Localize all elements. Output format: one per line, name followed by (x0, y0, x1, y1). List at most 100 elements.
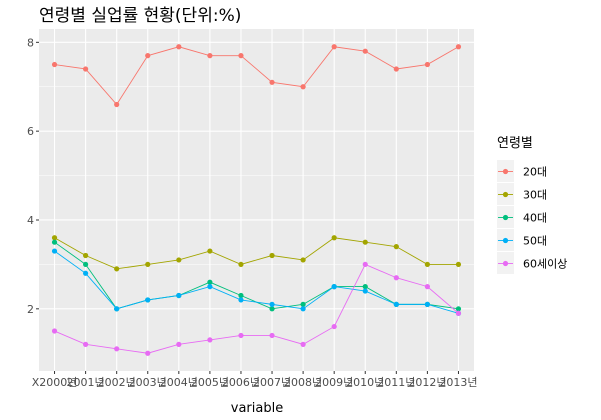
x-tick-label: 2003년 (129, 376, 167, 389)
data-point (145, 350, 151, 356)
data-point (455, 310, 462, 316)
data-point (238, 332, 244, 339)
data-point (83, 261, 89, 268)
data-point (207, 53, 213, 59)
data-point (145, 261, 151, 268)
y-tick-label: 2 (27, 303, 34, 316)
data-point (83, 66, 89, 72)
data-point (393, 275, 399, 281)
legend-item: 50대 (497, 229, 547, 251)
y-axis: 2 4 6 8 (27, 36, 39, 316)
data-point (300, 301, 306, 307)
legend-label: 60세이상 (523, 258, 567, 271)
data-point (83, 270, 89, 276)
data-point (424, 61, 430, 68)
x-axis-title: variable (231, 401, 283, 416)
data-point (424, 284, 430, 290)
data-point (331, 44, 337, 50)
data-point (455, 306, 462, 312)
y-tick-label: 4 (27, 214, 34, 227)
legend-item: 30대 (497, 183, 547, 205)
legend-label: 50대 (523, 235, 547, 248)
data-point (114, 101, 120, 108)
data-point (238, 292, 244, 299)
data-point (51, 248, 58, 254)
series-50대 (51, 248, 462, 316)
data-point (145, 53, 151, 59)
chart-title: 연령별 실업률 현황(단위:%) (39, 6, 241, 26)
data-point (269, 79, 275, 85)
series-line (54, 263, 459, 354)
data-point (393, 66, 399, 72)
series-line (54, 250, 459, 314)
data-point (51, 61, 58, 68)
legend-key-point (502, 191, 509, 198)
data-point (331, 323, 337, 330)
data-point (176, 341, 182, 347)
data-point (238, 297, 244, 303)
data-point (424, 261, 430, 268)
data-point (114, 266, 120, 272)
x-tick-label: 2004년 (160, 376, 198, 389)
data-point (300, 306, 306, 312)
data-point (51, 239, 58, 245)
series-line (54, 237, 459, 270)
data-point (362, 239, 368, 245)
x-tick-label: 2005년 (191, 376, 229, 389)
data-point (176, 292, 182, 299)
data-point (114, 306, 120, 312)
data-point (300, 84, 306, 90)
data-point (176, 257, 182, 263)
y-tick-label: 8 (27, 36, 34, 49)
data-point (455, 261, 462, 268)
x-tick-label: 2002년 (98, 376, 136, 389)
data-point (269, 332, 275, 339)
data-point (424, 301, 430, 307)
series-60세이상 (51, 261, 462, 356)
x-tick-label: 2012년 (408, 376, 446, 389)
data-point (393, 244, 399, 250)
data-point (393, 301, 399, 307)
legend-label: 40대 (523, 212, 547, 225)
data-point (269, 306, 275, 312)
x-tick-label: 2001년 (67, 376, 105, 389)
legend-key-point (502, 168, 509, 175)
data-point (83, 341, 89, 347)
y-tick-label: 6 (27, 125, 34, 138)
legend-item: 20대 (497, 160, 547, 182)
data-point (207, 284, 213, 290)
x-tick-label: 2007년 (253, 376, 291, 389)
legend-title: 연령별 (497, 136, 533, 151)
legend-label: 30대 (523, 189, 547, 202)
data-point (207, 337, 213, 343)
data-point (269, 252, 275, 259)
data-point (362, 288, 368, 294)
data-point (238, 53, 244, 59)
data-point (269, 301, 275, 307)
data-point (362, 261, 368, 268)
x-tick-label: 2011년 (377, 376, 415, 389)
legend-key-point (502, 214, 509, 221)
plot-panel (39, 29, 474, 371)
x-tick-label: 2006년 (222, 376, 260, 389)
data-point (145, 297, 151, 303)
series-20대 (51, 44, 462, 108)
x-tick-label: 2009년 (315, 376, 353, 389)
series-layer (51, 44, 462, 356)
data-point (362, 284, 368, 290)
data-point (300, 341, 306, 347)
data-point (362, 48, 368, 54)
series-30대 (51, 235, 462, 272)
data-point (51, 328, 58, 334)
data-point (238, 261, 244, 268)
x-tick-label: 2013년 (439, 376, 477, 389)
legend-item: 60세이상 (497, 252, 567, 274)
data-point (83, 252, 89, 259)
x-tick-label: 2010년 (346, 376, 384, 389)
legend: 연령별 20대 30대 40대 50대 60세이상 (497, 136, 567, 274)
legend-key-point (502, 237, 509, 244)
data-point (300, 257, 306, 263)
data-point (455, 44, 462, 50)
data-point (51, 235, 58, 241)
x-tick-label: X2000년 (32, 376, 78, 389)
